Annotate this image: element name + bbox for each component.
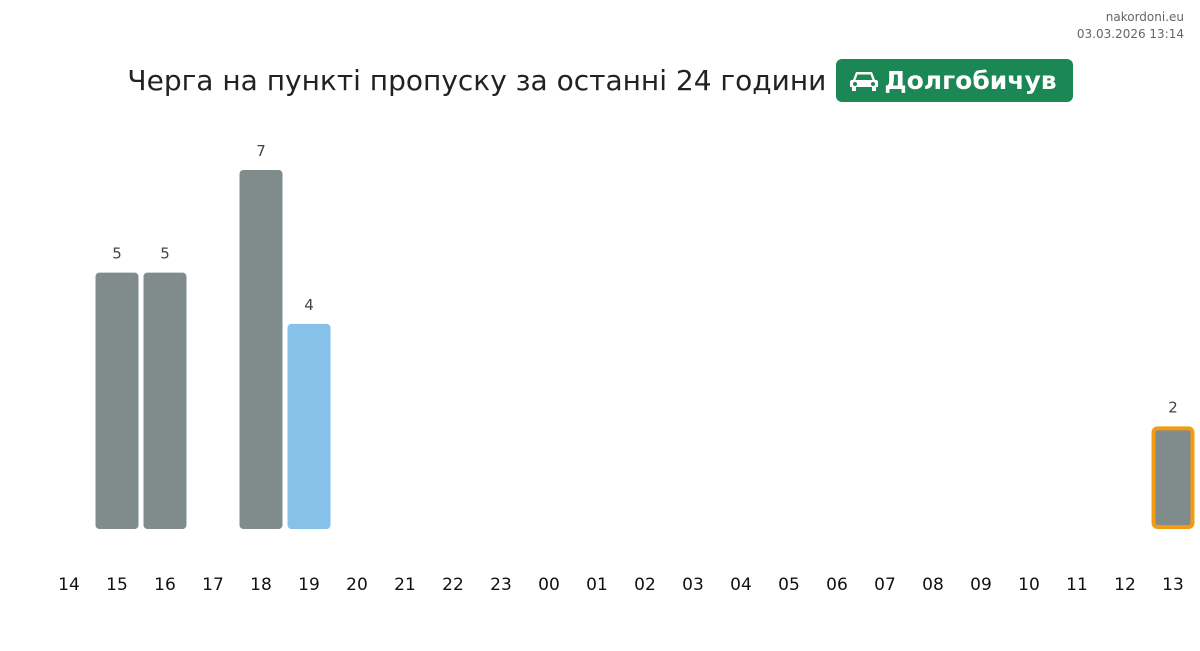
bar xyxy=(239,170,283,529)
bar xyxy=(95,272,139,529)
data-label: 4 xyxy=(304,296,314,314)
x-tick-label: 06 xyxy=(826,575,848,595)
chart-header: Черга на пункті пропуску за останні 24 г… xyxy=(0,59,1200,102)
x-tick-label: 22 xyxy=(442,575,464,595)
x-tick-label: 17 xyxy=(202,575,224,595)
x-tick-label: 19 xyxy=(298,575,320,595)
checkpoint-badge: Долгобичув xyxy=(836,59,1073,102)
x-tick-label: 11 xyxy=(1066,575,1088,595)
car-icon xyxy=(850,71,879,91)
timestamp: 03.03.2026 13:14 xyxy=(1076,27,1184,41)
x-tick-label: 01 xyxy=(586,575,608,595)
x-tick-label: 03 xyxy=(682,575,704,595)
x-tick-label: 02 xyxy=(634,575,656,595)
bar xyxy=(143,272,187,529)
x-tick-label: 20 xyxy=(346,575,368,595)
site-info: nakordoni.eu 03.03.2026 13:14 xyxy=(1077,9,1184,43)
data-label: 5 xyxy=(112,245,122,263)
x-tick-label: 05 xyxy=(778,575,800,595)
x-tick-label: 18 xyxy=(250,575,272,595)
site-name: nakordoni.eu xyxy=(1105,10,1184,24)
page-title: Черга на пункті пропуску за останні 24 г… xyxy=(127,64,827,97)
x-tick-label: 08 xyxy=(922,575,944,595)
x-tick-label: 14 xyxy=(58,575,80,595)
x-tick-label: 10 xyxy=(1018,575,1040,595)
data-label: 2 xyxy=(1168,398,1178,416)
bar xyxy=(1151,426,1195,529)
x-tick-label: 00 xyxy=(538,575,560,595)
x-tick-label: 12 xyxy=(1114,575,1136,595)
checkpoint-name: Долгобичув xyxy=(884,66,1057,95)
data-label: 5 xyxy=(160,245,170,263)
x-tick-label: 09 xyxy=(970,575,992,595)
x-tick-label: 16 xyxy=(154,575,176,595)
x-tick-label: 15 xyxy=(106,575,128,595)
x-tick-label: 21 xyxy=(394,575,416,595)
x-tick-label: 13 xyxy=(1162,575,1184,595)
x-tick-label: 04 xyxy=(730,575,752,595)
bar xyxy=(287,323,331,529)
data-label: 7 xyxy=(256,142,266,160)
x-tick-label: 23 xyxy=(490,575,512,595)
x-tick-label: 07 xyxy=(874,575,896,595)
